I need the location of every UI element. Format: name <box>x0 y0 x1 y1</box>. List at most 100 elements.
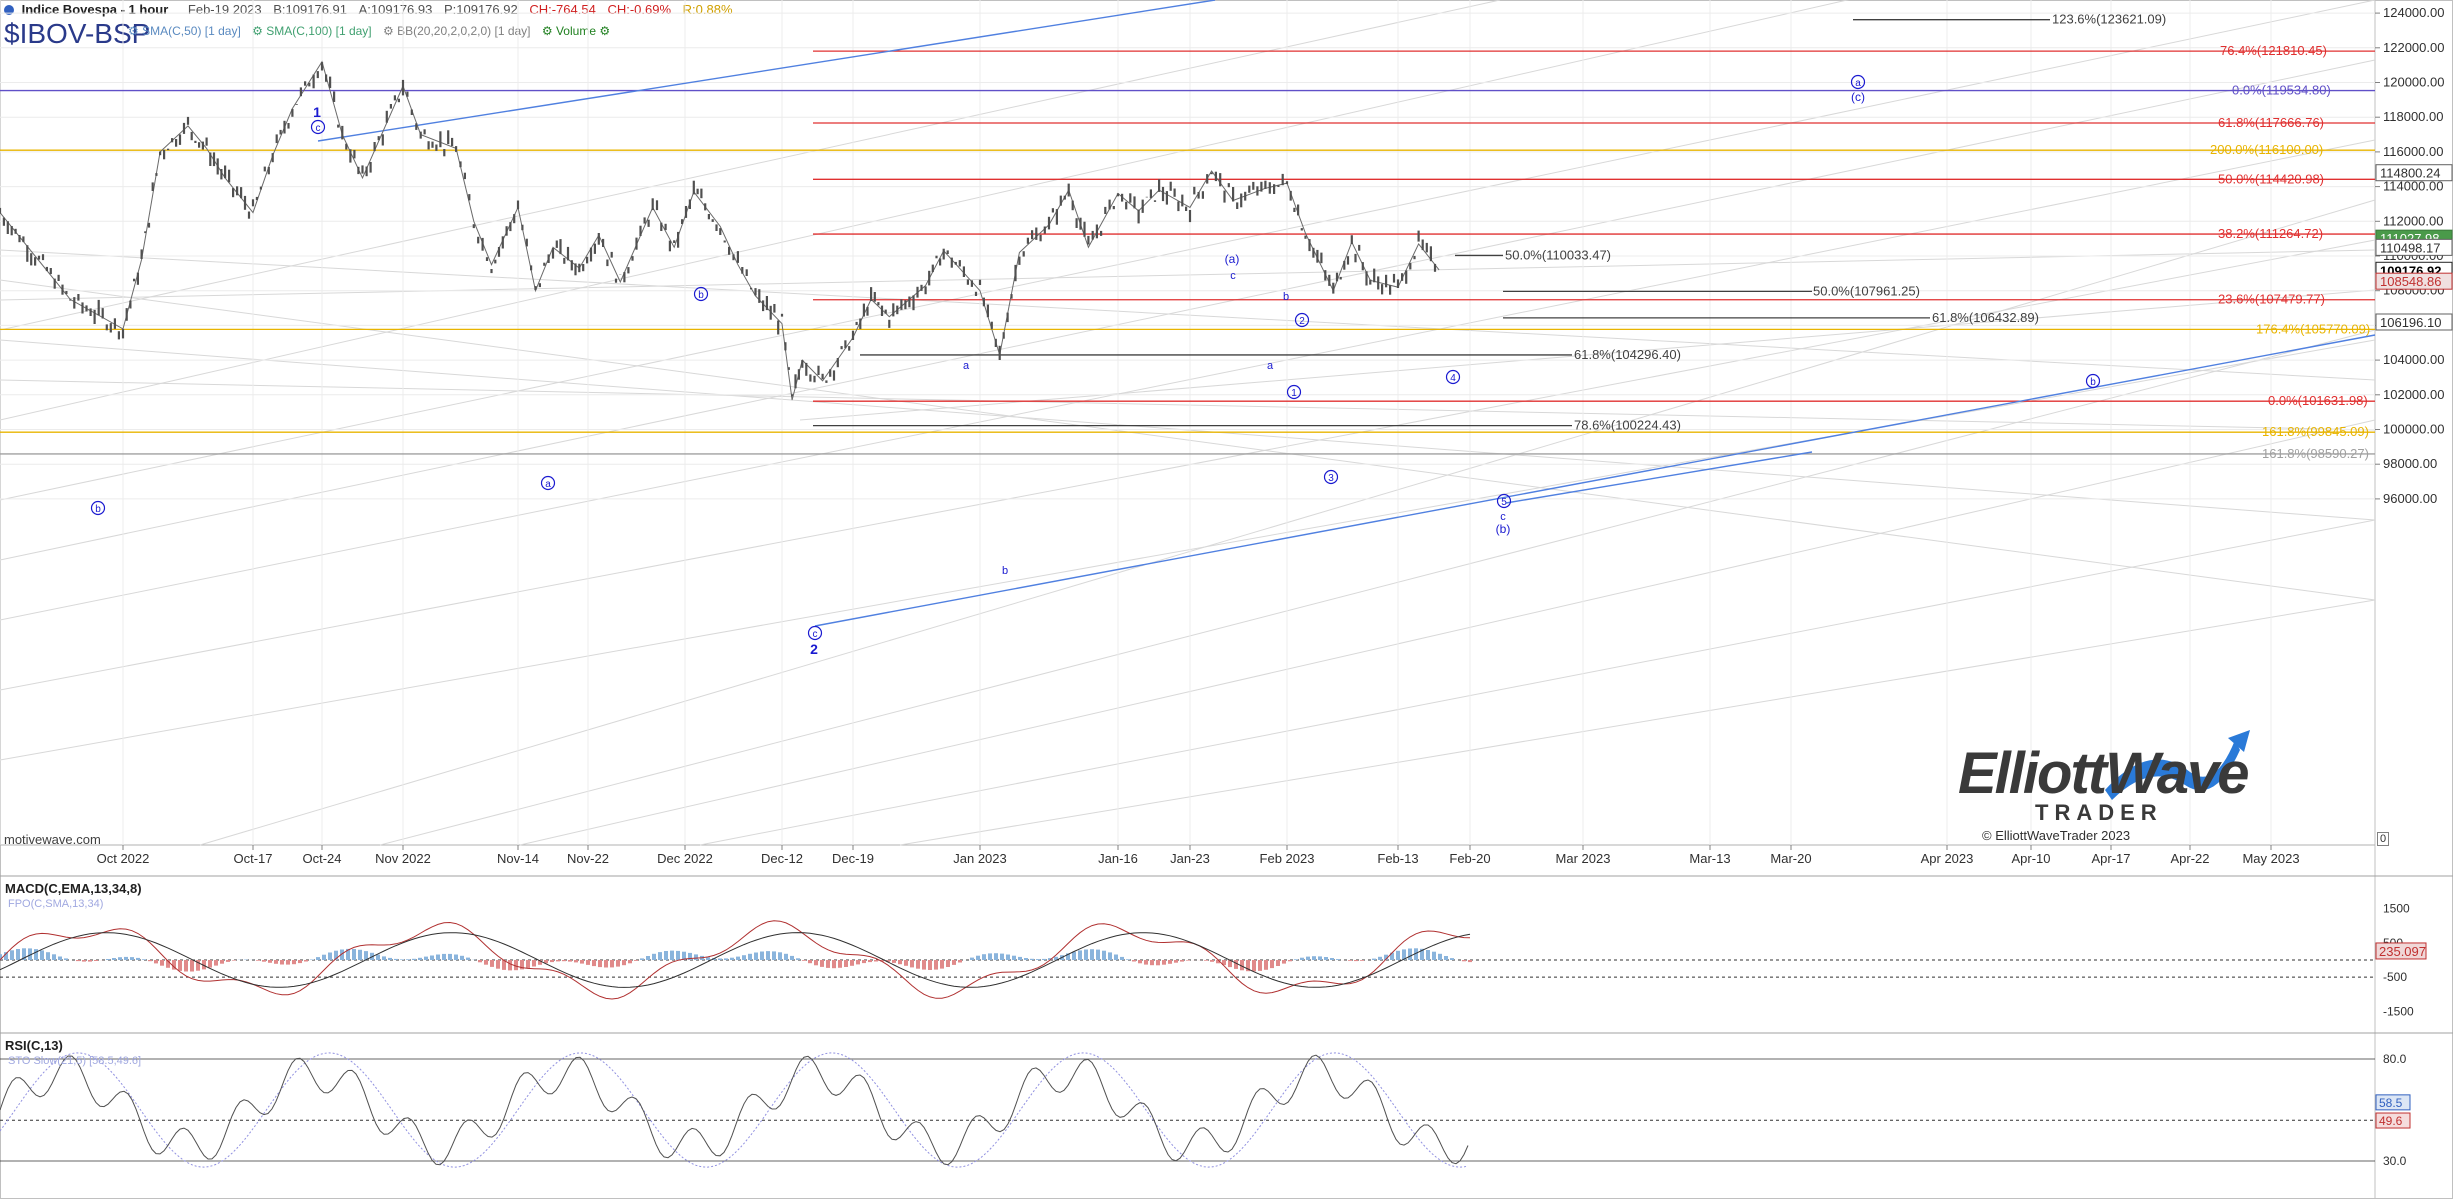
fib-label: 50.0%(107961.25) <box>1813 283 1920 298</box>
macd-value-box <box>2375 942 2427 960</box>
wave-label: 1 <box>313 104 321 120</box>
x-tick-label: Jan-16 <box>1098 851 1138 866</box>
price-tag-box <box>2375 238 2453 256</box>
x-tick-label: Dec-19 <box>832 851 874 866</box>
price-tag-label: 108548.86 <box>2380 274 2441 289</box>
gear-icon[interactable]: ⚙ <box>599 24 611 38</box>
wave-circle <box>693 286 709 302</box>
copyright: © ElliottWaveTrader 2023 <box>1982 828 2131 843</box>
wave-label: b <box>95 504 101 515</box>
gear-icon[interactable]: ⚙ <box>541 24 553 38</box>
fib-label: 23.6%(107479.77) <box>2218 292 2325 307</box>
rsi-panel: 80.0 30.0 58.5 49.6 <box>0 1052 2411 1168</box>
gear-icon[interactable]: ⚙ <box>382 24 394 38</box>
wave-label: 2 <box>1299 316 1305 327</box>
indicator-sma50[interactable]: ⚙ SMA(C,50) [1 day] <box>128 24 241 38</box>
wave-circle <box>1286 384 1302 400</box>
wave-label: 2 <box>810 641 818 657</box>
rsi-tick-label: 80.0 <box>2383 1052 2407 1066</box>
wave-label: 5 <box>1501 497 1507 508</box>
rsi-title: RSI(C,13) <box>5 1038 63 1053</box>
fan-line <box>899 599 2376 846</box>
price-tag-box <box>2375 313 2453 331</box>
indicator-volume[interactable]: ⚙ Volume ⚙ <box>541 24 611 38</box>
gear-icon[interactable]: ⚙ <box>252 24 263 38</box>
trend-line <box>317 0 1216 142</box>
macd-line <box>0 920 1471 1000</box>
fib-levels: 123.6%(123621.09) 76.4%(121810.45) 0.0%(11… <box>0 12 2375 461</box>
y-tick-label: 102000.00 <box>2383 387 2444 402</box>
indicator-sma100[interactable]: ⚙ SMA(C,100) [1 day] <box>252 24 372 38</box>
y-tick-label: 98000.00 <box>2383 456 2437 471</box>
fib-label: 0.0%(101631.98) <box>2268 393 2368 408</box>
price-tag-label: 106196.10 <box>2380 315 2441 330</box>
x-tick-label: Oct-17 <box>233 851 272 866</box>
watermark: motivewave.com <box>4 832 101 847</box>
logo-wave-icon <box>2105 740 2240 800</box>
wave-label: b <box>2090 377 2096 388</box>
fib-label: 50.0%(114420.98) <box>2218 171 2324 186</box>
wave-label: (c) <box>1851 90 1865 104</box>
fib-label: 123.6%(123621.09) <box>2052 12 2166 27</box>
wave-label: 1 <box>1291 388 1297 399</box>
rsi-value-box <box>2375 1112 2411 1129</box>
fan-line <box>0 139 2376 621</box>
indicator-bb[interactable]: ⚙ BB(20,20,2,0,2,0) [1 day] <box>382 24 531 38</box>
x-tick-label: Mar-20 <box>1770 851 1811 866</box>
fan-line <box>0 0 2376 501</box>
rsi-value-box <box>2375 1094 2411 1111</box>
x-tick-label: Feb 2023 <box>1260 851 1315 866</box>
wave-label: (b) <box>1496 522 1511 536</box>
wave-circle <box>2085 373 2101 389</box>
wave-circle <box>1850 74 1866 90</box>
gann-fan-lines <box>0 0 2376 846</box>
x-tick-label: Jan 2023 <box>953 851 1007 866</box>
zero-tag: 0 <box>2377 832 2390 846</box>
x-tick-label: Feb-13 <box>1377 851 1418 866</box>
header-dot-icon <box>4 5 14 15</box>
wave-label: c <box>1500 511 1506 523</box>
price-tag-label: 114800.24 <box>2380 166 2441 181</box>
rsi-subtitle: STO Slow(21,5) [58.5,49.6] <box>8 1055 142 1067</box>
wave-label: b <box>1283 291 1289 303</box>
fan-line <box>699 519 2376 846</box>
fib-label: 161.8%(98590.27) <box>2262 446 2369 461</box>
macd-subtitle: FPO(C,SMA,13,34) <box>8 898 104 910</box>
rsi-line <box>0 1054 1469 1166</box>
fib-label: 78.6%(100224.43) <box>1574 418 1681 433</box>
wave-circle <box>90 500 106 516</box>
x-tick-label: Oct 2022 <box>97 851 150 866</box>
wave-circle <box>1496 493 1512 509</box>
fib-label: 200.0%(116100.00) <box>2210 142 2323 157</box>
wave-circle <box>1323 469 1339 485</box>
x-tick-label: Dec 2022 <box>657 851 713 866</box>
macd-tick-label: -1500 <box>2383 1004 2414 1018</box>
fan-line <box>0 249 2376 301</box>
gear-icon[interactable]: ⚙ <box>128 24 139 38</box>
sto-line <box>0 1052 1469 1168</box>
macd-tick-label: 1500 <box>2383 902 2410 916</box>
fan-line <box>0 279 2376 601</box>
y-tick-label: 116000.00 <box>2383 144 2444 159</box>
rsi-value-label: 49.6 <box>2379 1114 2403 1128</box>
x-tick-label: Jan-23 <box>1170 851 1210 866</box>
x-tick-label: Mar 2023 <box>1556 851 1611 866</box>
wave-label: a <box>963 360 970 372</box>
fan-line <box>0 59 2376 561</box>
wave-circle <box>807 625 823 641</box>
x-tick-label: Nov-14 <box>497 851 539 866</box>
fan-line <box>0 0 1850 421</box>
wave-label: 4 <box>1450 373 1456 384</box>
x-tick-label: Apr-10 <box>2011 851 2050 866</box>
symbol-label: $IBOV-BSP <box>4 18 151 49</box>
x-tick-label: Nov 2022 <box>375 851 431 866</box>
fib-label: 38.2%(111264.72) <box>2218 226 2323 241</box>
wave-label: c <box>1230 270 1236 282</box>
y-tick-label: 100000.00 <box>2383 422 2444 437</box>
y-tick-label: 122000.00 <box>2383 40 2444 55</box>
x-tick-label: Nov-22 <box>567 851 609 866</box>
fib-label: 61.8%(117666.76) <box>2218 115 2324 130</box>
